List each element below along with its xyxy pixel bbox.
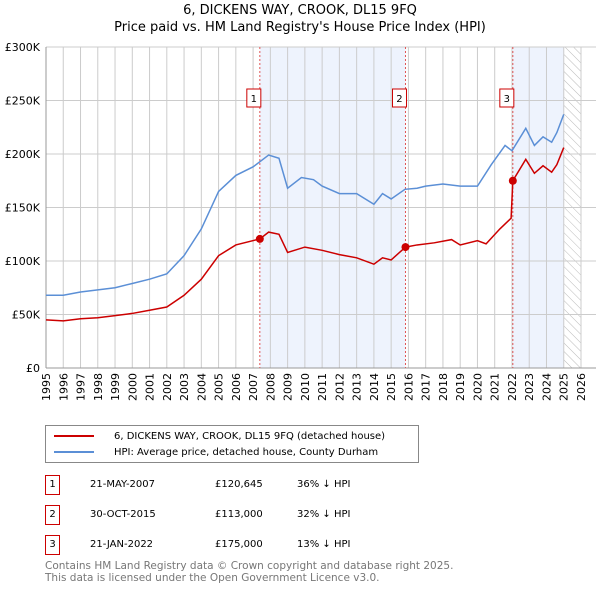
x-tick-label: 2009 bbox=[282, 373, 295, 401]
chart-subtitle: Price paid vs. HM Land Registry's House … bbox=[114, 20, 486, 35]
x-tick-label: 1999 bbox=[109, 373, 122, 401]
chart-title: 6, DICKENS WAY, CROOK, DL15 9FQ bbox=[183, 3, 417, 18]
series-line bbox=[46, 114, 565, 296]
sale-marker-badge: 2 bbox=[45, 505, 60, 525]
sale-marker-label: 2 bbox=[396, 94, 402, 105]
sale-marker-label: 1 bbox=[251, 94, 257, 105]
x-tick-label: 2023 bbox=[523, 373, 536, 401]
x-tick-label: 2010 bbox=[299, 373, 312, 401]
y-tick-label: £200K bbox=[5, 148, 41, 161]
y-tick-label: £0 bbox=[26, 362, 40, 375]
legend-swatch-property bbox=[54, 435, 94, 437]
sale-hpi-diff: 13% ↓ HPI bbox=[297, 539, 351, 550]
x-tick-label: 2013 bbox=[351, 373, 364, 401]
x-tick-label: 2003 bbox=[178, 373, 191, 401]
plot-area: 1995 1996 1997 1998 1999 2000 2001 2002 2003 2004… bbox=[5, 41, 596, 401]
sale-marker-badge: 3 bbox=[45, 535, 60, 555]
legend: 6, DICKENS WAY, CROOK, DL15 9FQ (detache… bbox=[45, 425, 419, 463]
x-tick-label: 2024 bbox=[540, 373, 553, 401]
x-tick-label: 2022 bbox=[506, 373, 519, 401]
y-tick-label: £100K bbox=[5, 255, 41, 268]
sale-date: 21-JAN-2022 bbox=[90, 539, 154, 550]
x-tick-label: 2012 bbox=[333, 373, 346, 401]
series-line bbox=[45, 147, 565, 322]
sale-point bbox=[508, 176, 517, 185]
x-tick-label: 2017 bbox=[420, 373, 433, 401]
x-tick-label: 1996 bbox=[57, 373, 70, 401]
x-tick-label: 2016 bbox=[402, 373, 415, 401]
sale-marker-badge: 1 bbox=[45, 475, 60, 495]
x-tick-label: 2014 bbox=[368, 373, 381, 401]
x-tick-label: 2021 bbox=[489, 373, 502, 401]
legend-label-hpi: HPI: Average price, detached house, Coun… bbox=[114, 446, 379, 458]
y-tick-label: £150K bbox=[5, 202, 41, 215]
footer: Contains HM Land Registry data © Crown c… bbox=[45, 560, 453, 584]
x-tick-label: 2000 bbox=[126, 373, 139, 401]
x-tick-label: 2025 bbox=[558, 373, 571, 401]
footer-line-2: This data is licensed under the Open Gov… bbox=[45, 572, 380, 584]
legend-swatch-hpi bbox=[54, 451, 94, 453]
x-tick-label: 2005 bbox=[213, 373, 226, 401]
sale-hpi-diff: 36% ↓ HPI bbox=[297, 479, 351, 490]
x-tick-label: 2018 bbox=[437, 373, 450, 401]
x-tick-label: 2006 bbox=[230, 373, 243, 401]
x-tick-label: 2007 bbox=[247, 373, 260, 401]
sale-marker-label: 3 bbox=[504, 94, 510, 105]
x-tick-label: 2020 bbox=[471, 373, 484, 401]
x-tick-label: 2004 bbox=[195, 373, 208, 401]
x-tick-label: 2008 bbox=[264, 373, 277, 401]
sale-point bbox=[255, 234, 264, 243]
x-tick-label: 2019 bbox=[454, 373, 467, 401]
sale-point bbox=[401, 243, 410, 252]
sale-marker-box bbox=[499, 88, 515, 108]
x-tick-label: 2001 bbox=[144, 373, 157, 401]
y-tick-label: £50K bbox=[12, 309, 41, 322]
x-tick-label: 1998 bbox=[92, 373, 105, 401]
y-tick-label: £300K bbox=[5, 41, 41, 54]
sale-price: £175,000 bbox=[215, 539, 263, 550]
x-tick-label: 2015 bbox=[385, 373, 398, 401]
sale-price: £113,000 bbox=[215, 509, 263, 520]
x-tick-label: 2011 bbox=[316, 373, 329, 401]
sale-price: £120,645 bbox=[215, 479, 263, 490]
sale-date: 21-MAY-2007 bbox=[90, 479, 156, 490]
sales-table-row: 3 21-JAN-2022 £175,000 13% ↓ HPI bbox=[45, 535, 445, 555]
x-tick-label: 2026 bbox=[575, 373, 588, 401]
y-tick-label: £250K bbox=[5, 95, 41, 108]
x-tick-label: 2002 bbox=[161, 373, 174, 401]
sale-marker-box bbox=[246, 88, 262, 108]
sale-hpi-diff: 32% ↓ HPI bbox=[297, 509, 351, 520]
legend-label-property: 6, DICKENS WAY, CROOK, DL15 9FQ (detache… bbox=[114, 430, 386, 442]
x-tick-label: 1997 bbox=[75, 373, 88, 401]
sales-table-row: 2 30-OCT-2015 £113,000 32% ↓ HPI bbox=[45, 505, 445, 525]
x-tick-label: 1995 bbox=[40, 373, 53, 401]
sale-marker-box bbox=[391, 88, 407, 108]
sales-table-row: 1 21-MAY-2007 £120,645 36% ↓ HPI bbox=[45, 475, 445, 495]
footer-line-1: Contains HM Land Registry data © Crown c… bbox=[45, 560, 454, 572]
sale-date: 30-OCT-2015 bbox=[90, 509, 156, 520]
